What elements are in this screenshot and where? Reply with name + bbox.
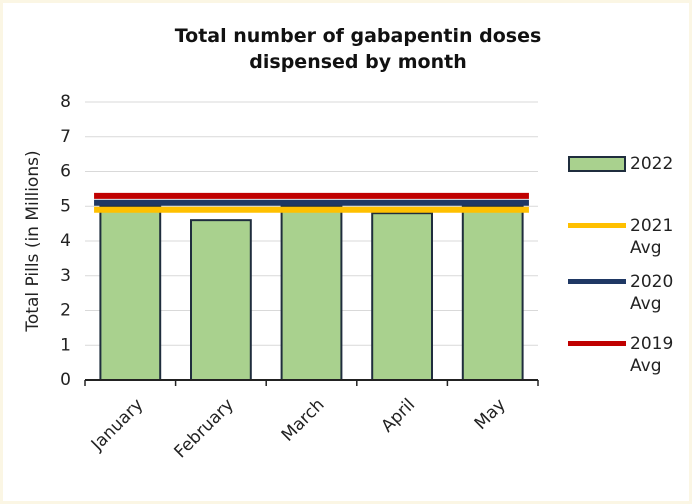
legend-swatch [568,156,626,172]
y-tick-label: 3 [60,266,71,286]
y-tick-label: 6 [60,162,71,182]
y-tick-label: 1 [60,335,71,355]
y-tick-label: 0 [60,370,71,390]
x-tick-label: January [87,395,147,455]
y-tick-label: 4 [60,231,71,251]
bar [280,205,343,381]
x-tick-label: March [278,395,329,446]
legend-label: 2021 Avg [630,216,674,258]
chart-title: Total number of gabapentin doses dispens… [174,25,542,73]
legend-label: 2020 Avg [630,272,674,314]
y-axis-label: Total Pills (in Millions) [23,150,43,332]
bar [99,205,162,381]
x-tick-label: May [471,395,510,434]
legend-label: 2019 Avg [630,334,674,376]
x-tick-label: February [171,395,238,462]
x-tick-label: April [378,395,420,437]
bar [461,205,524,381]
legend-swatch [568,223,626,228]
y-tick-label: 5 [60,196,71,216]
bar [190,219,252,381]
legend-swatch [568,279,626,284]
legend-label: 2022 [630,154,674,174]
chart: 0 1 2 3 4 5 6 7 8 Total Pills (in Millions) Januar… [23,92,539,462]
legend-swatch [568,341,626,346]
chart-area: 0 1 2 3 4 5 6 7 8 Total Pills (in Millions) Januar… [3,3,689,501]
y-tick-label: 7 [60,127,71,147]
y-tick-label: 8 [60,92,71,112]
y-tick-label: 2 [60,301,71,321]
bar [371,212,433,381]
